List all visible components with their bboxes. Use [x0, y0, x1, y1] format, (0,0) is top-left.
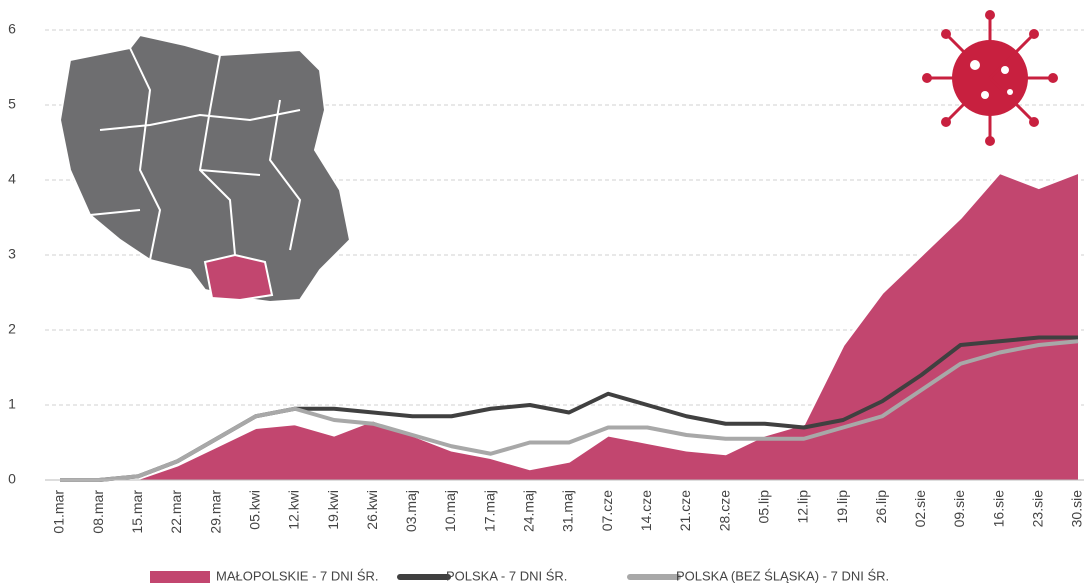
x-tick-label: 31.maj [560, 490, 576, 532]
y-tick-label: 0 [8, 471, 16, 487]
y-tick-label: 2 [8, 321, 16, 337]
x-tick-label: 17.maj [481, 490, 497, 532]
x-tick-label: 15.mar [129, 490, 145, 534]
x-tick-label: 19.lip [834, 490, 850, 524]
x-tick-label: 30.sie [1069, 490, 1084, 528]
y-tick-label: 1 [8, 396, 16, 412]
x-tick-label: 02.sie [912, 490, 928, 528]
y-tick-label: 4 [8, 171, 16, 187]
x-tick-label: 09.sie [951, 490, 967, 528]
legend-swatch [150, 571, 210, 583]
y-tick-label: 6 [8, 21, 16, 37]
x-tick-label: 16.sie [990, 490, 1006, 528]
x-tick-label: 26.lip [873, 490, 889, 524]
poland-map [58, 33, 352, 304]
x-tick-label: 19.kwi [325, 490, 341, 530]
x-tick-label: 12.lip [795, 490, 811, 524]
x-tick-label: 24.maj [521, 490, 537, 532]
x-tick-label: 14.cze [638, 490, 654, 531]
x-tick-label: 29.mar [207, 490, 223, 534]
x-tick-label: 01.mar [51, 490, 67, 534]
area [60, 172, 1078, 480]
legend-label: POLSKA - 7 DNI ŚR. [446, 568, 567, 583]
x-tick-label: 12.kwi [286, 490, 302, 530]
x-tick-label: 26.kwi [364, 490, 380, 530]
x-tick-label: 28.cze [716, 490, 732, 531]
x-tick-label: 08.mar [90, 490, 106, 534]
legend-label: POLSKA (BEZ ŚLĄSKA) - 7 DNI ŚR. [676, 568, 889, 583]
legend-label: MAŁOPOLSKIE - 7 DNI ŚR. [216, 568, 379, 583]
y-tick-label: 5 [8, 96, 16, 112]
x-tick-label: 07.cze [599, 490, 615, 531]
x-tick-label: 03.maj [403, 490, 419, 532]
virus-icon [922, 10, 1058, 146]
line [60, 339, 1079, 482]
x-tick-label: 10.maj [442, 490, 458, 532]
area-outline [60, 170, 1079, 482]
y-tick-label: 3 [8, 246, 16, 262]
x-tick-label: 22.mar [168, 490, 184, 534]
x-tick-label: 05.lip [755, 490, 771, 524]
x-tick-label: 23.sie [1030, 490, 1046, 528]
x-tick-label: 21.cze [677, 490, 693, 531]
x-tick-label: 05.kwi [246, 490, 262, 530]
